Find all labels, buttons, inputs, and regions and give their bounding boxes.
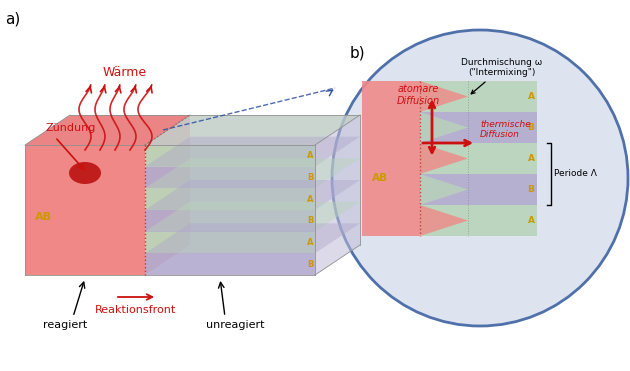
- Text: Reaktionsfront: Reaktionsfront: [95, 305, 176, 315]
- Text: thermische
Diffusion: thermische Diffusion: [480, 119, 530, 139]
- Polygon shape: [145, 167, 315, 188]
- Ellipse shape: [69, 162, 101, 184]
- Polygon shape: [25, 145, 145, 275]
- Text: reagiert: reagiert: [43, 320, 87, 330]
- Polygon shape: [420, 143, 468, 174]
- Polygon shape: [420, 112, 537, 143]
- Polygon shape: [145, 223, 360, 253]
- Text: Wärme: Wärme: [103, 66, 147, 79]
- Text: AB: AB: [35, 211, 52, 221]
- Text: A: A: [527, 92, 534, 101]
- Text: B: B: [307, 216, 313, 225]
- Text: a): a): [5, 12, 20, 27]
- Polygon shape: [315, 115, 360, 275]
- Polygon shape: [145, 145, 315, 167]
- Polygon shape: [145, 115, 360, 145]
- Polygon shape: [145, 115, 360, 145]
- Text: Periode Λ: Periode Λ: [554, 170, 597, 178]
- Text: AB: AB: [372, 173, 388, 183]
- Polygon shape: [145, 188, 315, 210]
- Text: Zündung: Zündung: [45, 123, 95, 133]
- Polygon shape: [420, 205, 468, 236]
- Polygon shape: [420, 112, 468, 143]
- Polygon shape: [420, 81, 468, 112]
- Text: A: A: [307, 151, 313, 160]
- Polygon shape: [420, 174, 468, 205]
- Text: B: B: [527, 123, 534, 132]
- Polygon shape: [145, 232, 315, 253]
- Polygon shape: [145, 253, 315, 275]
- Circle shape: [332, 30, 628, 326]
- Polygon shape: [362, 81, 420, 236]
- Text: b): b): [350, 46, 365, 61]
- Polygon shape: [25, 115, 190, 145]
- Polygon shape: [420, 205, 537, 236]
- Text: Durchmischung ω
("Intermixing"): Durchmischung ω ("Intermixing"): [461, 58, 542, 94]
- Polygon shape: [420, 81, 537, 112]
- Polygon shape: [420, 143, 537, 174]
- Polygon shape: [145, 115, 190, 275]
- Text: B: B: [307, 260, 313, 269]
- Text: B: B: [307, 173, 313, 182]
- Polygon shape: [420, 174, 537, 205]
- Polygon shape: [145, 202, 360, 232]
- Polygon shape: [145, 158, 360, 188]
- Text: unreagiert: unreagiert: [206, 320, 264, 330]
- Text: A: A: [307, 238, 313, 247]
- Text: B: B: [527, 185, 534, 194]
- Text: A: A: [307, 195, 313, 204]
- Text: A: A: [527, 216, 534, 225]
- Text: atomare
Diffusion: atomare Diffusion: [396, 84, 440, 106]
- Polygon shape: [145, 137, 360, 167]
- Polygon shape: [145, 180, 360, 210]
- Polygon shape: [145, 210, 315, 232]
- Text: A: A: [527, 154, 534, 163]
